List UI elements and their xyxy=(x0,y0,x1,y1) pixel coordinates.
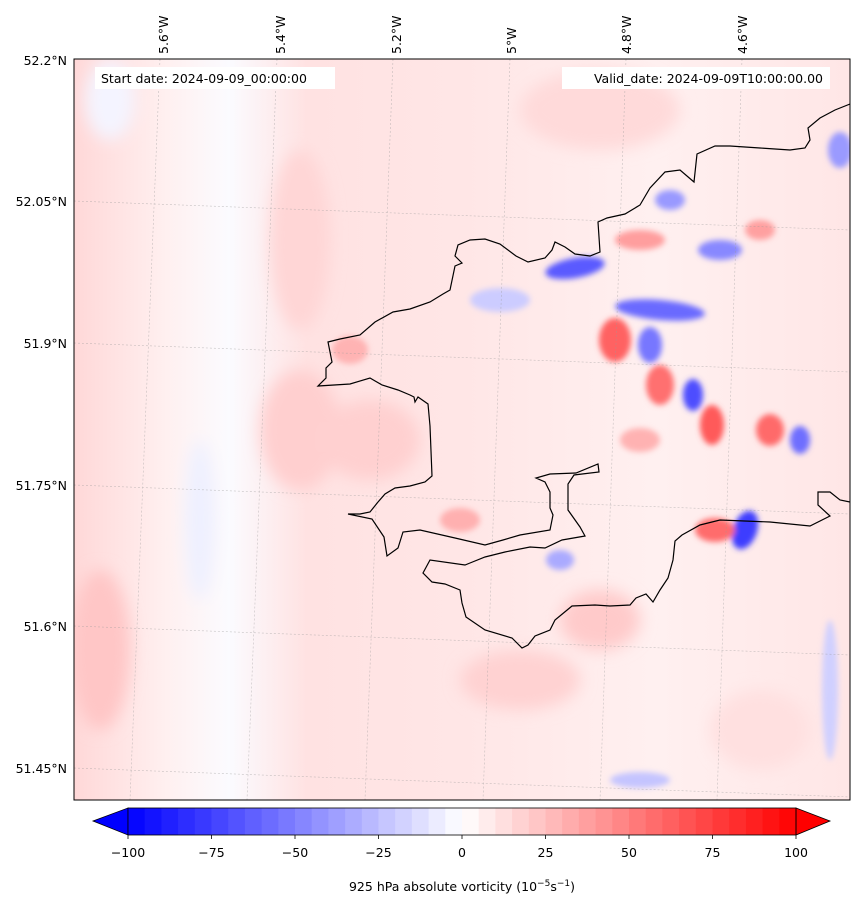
lon-tick-label: 5.4°W xyxy=(273,16,288,55)
colorbar-cell xyxy=(445,808,463,835)
map-panel xyxy=(74,59,850,800)
lon-tick-label: 4.8°W xyxy=(619,16,634,55)
lat-tick-label: 51.45°N xyxy=(16,761,67,776)
colorbar-cell xyxy=(395,808,413,835)
colorbar-cell xyxy=(578,808,597,835)
colorbar-cell xyxy=(528,808,546,835)
coastline xyxy=(316,103,850,649)
lon-tick-label: 5°W xyxy=(504,27,519,54)
start-date-box xyxy=(95,67,335,89)
colorbar-cell xyxy=(178,808,196,835)
colorbar-cell xyxy=(612,808,630,835)
colorbar-cell xyxy=(629,808,647,835)
lon-tick-label: 5.2°W xyxy=(389,16,404,55)
colorbar-cell xyxy=(595,808,613,835)
lat-tick-label: 52.05°N xyxy=(16,194,67,209)
lat-tick-label: 51.75°N xyxy=(16,478,67,493)
colorbar-cell xyxy=(729,808,747,835)
lat-tick-label: 51.6°N xyxy=(24,619,67,634)
colorbar-cell xyxy=(128,808,146,835)
colorbar-cell xyxy=(512,808,530,835)
colorbar-tick-label: −75 xyxy=(198,845,224,860)
colorbar-cell xyxy=(261,808,279,835)
map-frame xyxy=(73,58,851,801)
colorbar-extend-high xyxy=(795,807,832,836)
colorbar-cell xyxy=(645,808,663,835)
latitude-tick-labels: 52.2°N 52.05°N 51.9°N 51.75°N 51.6°N 51.… xyxy=(16,53,67,776)
colorbar-cell xyxy=(562,808,580,835)
colorbar-cell xyxy=(361,808,379,835)
start-date-label: Start date: 2024-09-09_00:00:00 xyxy=(101,71,307,86)
colorbar-tick-label: 0 xyxy=(458,845,466,860)
colorbar-cell xyxy=(779,808,797,835)
colorbar-tick-label: −25 xyxy=(365,845,391,860)
vorticity-field-cores xyxy=(332,132,850,788)
graticule-lines xyxy=(74,59,850,800)
colorbar-label: 925 hPa absolute vorticity (10−5s−1) xyxy=(349,879,575,894)
colorbar-cell xyxy=(762,808,780,835)
colorbar-cell xyxy=(295,808,313,835)
vorticity-field-patches xyxy=(74,60,810,770)
colorbar-cell xyxy=(328,808,346,835)
colorbar-cell xyxy=(311,808,329,835)
valid-date-label: Valid_date: 2024-09-09T10:00:00.00 xyxy=(594,71,823,86)
colorbar-ticks: −100 −75 −50 −25 0 25 50 75 100 xyxy=(111,835,808,860)
lat-tick-label: 51.9°N xyxy=(24,336,67,351)
colorbar-cell xyxy=(712,808,730,835)
colorbar-cell xyxy=(244,808,263,835)
colorbar-cell xyxy=(211,808,229,835)
colorbar-cell xyxy=(462,808,480,835)
colorbar-tick-label: 100 xyxy=(784,845,808,860)
colorbar-tick-label: 75 xyxy=(705,845,721,860)
colorbar-tick-label: −50 xyxy=(282,845,308,860)
lon-tick-label: 4.6°W xyxy=(735,16,750,55)
lat-tick-label: 52.2°N xyxy=(24,53,67,68)
colorbar-cell xyxy=(695,808,713,835)
colorbar-cell xyxy=(411,808,430,835)
vorticity-field-background xyxy=(74,59,850,800)
colorbar-cell xyxy=(662,808,680,835)
colorbar-cell xyxy=(228,808,246,835)
colorbar-cell xyxy=(545,808,563,835)
colorbar: −100 −75 −50 −25 0 25 50 75 100 925 hPa absolute… xyxy=(91,807,832,894)
colorbar-cell xyxy=(428,808,446,835)
colorbar-cell xyxy=(345,808,363,835)
valid-date-box xyxy=(562,67,830,89)
colorbar-cells xyxy=(128,808,797,835)
colorbar-cell xyxy=(745,808,764,835)
colorbar-tick-label: 25 xyxy=(538,845,554,860)
colorbar-cell xyxy=(161,808,179,835)
lon-tick-label: 5.6°W xyxy=(156,16,171,55)
colorbar-tick-label: −100 xyxy=(111,845,145,860)
colorbar-cell xyxy=(278,808,296,835)
colorbar-cell xyxy=(478,808,496,835)
colorbar-cell xyxy=(194,808,212,835)
colorbar-cell xyxy=(378,808,396,835)
colorbar-cell xyxy=(495,808,513,835)
colorbar-tick-label: 50 xyxy=(621,845,637,860)
longitude-tick-labels: 5.6°W 5.4°W 5.2°W 5°W 4.8°W 4.6°W xyxy=(156,16,750,55)
colorbar-cell xyxy=(679,808,697,835)
colorbar-cell xyxy=(144,808,162,835)
colorbar-extend-low xyxy=(91,807,129,836)
